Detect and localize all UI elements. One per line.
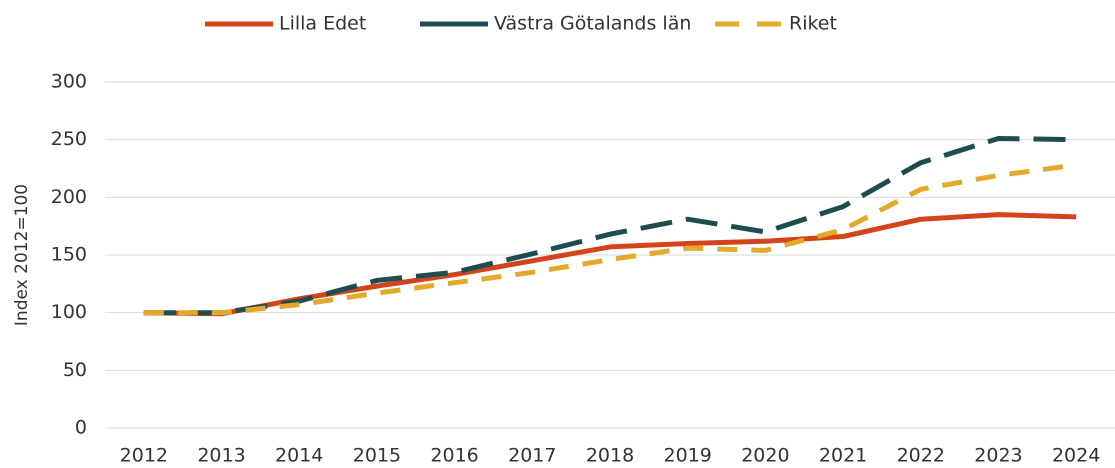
y-tick-label: 100 [51, 301, 87, 323]
x-tick-label: 2013 [197, 445, 245, 467]
x-tick-label: 2024 [1052, 445, 1100, 467]
y-axis-label: Index 2012=100 [12, 184, 32, 326]
series-line [143, 212, 1077, 317]
x-tick-label: 2017 [508, 445, 556, 467]
x-tick-label: 2015 [353, 445, 401, 467]
y-tick-label: 200 [51, 186, 87, 208]
y-tick-label: 150 [51, 244, 87, 266]
x-tick-label: 2018 [586, 445, 634, 467]
x-tick-label: 2012 [120, 445, 168, 467]
x-tick-label: 2021 [819, 445, 867, 467]
series-line [143, 162, 1077, 316]
x-tick-label: 2019 [664, 445, 712, 467]
series-line [143, 136, 1077, 316]
legend-label: Västra Götalands län [494, 13, 691, 35]
y-tick-label: 300 [51, 71, 87, 93]
y-tick-label: 0 [75, 417, 87, 439]
x-tick-label: 2016 [430, 445, 478, 467]
x-tick-label: 2023 [974, 445, 1022, 467]
x-tick-label: 2022 [897, 445, 945, 467]
legend-label: Lilla Edet [279, 13, 366, 35]
legend-label: Riket [789, 13, 837, 35]
y-tick-label: 50 [63, 359, 87, 381]
x-tick-label: 2014 [275, 445, 323, 467]
y-tick-label: 250 [51, 128, 87, 150]
x-tick-label: 2020 [741, 445, 789, 467]
